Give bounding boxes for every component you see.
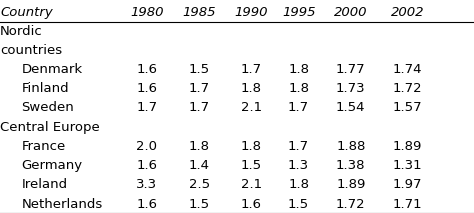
Text: 1.54: 1.54 bbox=[336, 101, 365, 114]
Text: Germany: Germany bbox=[21, 159, 82, 172]
Text: 1.6: 1.6 bbox=[137, 63, 157, 76]
Text: 1.8: 1.8 bbox=[288, 82, 309, 95]
Text: Denmark: Denmark bbox=[21, 63, 82, 76]
Text: Netherlands: Netherlands bbox=[21, 197, 102, 210]
Text: 1.5: 1.5 bbox=[241, 159, 262, 172]
Text: 3.3: 3.3 bbox=[137, 178, 157, 191]
Text: 1980: 1980 bbox=[130, 6, 164, 19]
Text: 2.1: 2.1 bbox=[241, 178, 262, 191]
Text: 1.8: 1.8 bbox=[288, 178, 309, 191]
Text: 1.6: 1.6 bbox=[241, 197, 262, 210]
Text: 1.89: 1.89 bbox=[336, 178, 365, 191]
Text: 1.7: 1.7 bbox=[189, 101, 210, 114]
Text: Country: Country bbox=[0, 6, 53, 19]
Text: 2000: 2000 bbox=[334, 6, 367, 19]
Text: 1.4: 1.4 bbox=[189, 159, 210, 172]
Text: 1.74: 1.74 bbox=[393, 63, 422, 76]
Text: Nordic: Nordic bbox=[0, 24, 43, 37]
Text: 1.6: 1.6 bbox=[137, 82, 157, 95]
Text: 1.73: 1.73 bbox=[336, 82, 365, 95]
Text: 1.7: 1.7 bbox=[189, 82, 210, 95]
Text: 1.6: 1.6 bbox=[137, 197, 157, 210]
Text: 1.97: 1.97 bbox=[393, 178, 422, 191]
Text: 1.88: 1.88 bbox=[336, 140, 365, 153]
Text: 1.72: 1.72 bbox=[393, 82, 422, 95]
Text: countries: countries bbox=[0, 44, 62, 57]
Text: 1.72: 1.72 bbox=[336, 197, 365, 210]
Text: France: France bbox=[21, 140, 65, 153]
Text: Central Europe: Central Europe bbox=[0, 121, 100, 134]
Text: 1.89: 1.89 bbox=[393, 140, 422, 153]
Text: 1.7: 1.7 bbox=[241, 63, 262, 76]
Text: 1.5: 1.5 bbox=[288, 197, 309, 210]
Text: 2002: 2002 bbox=[391, 6, 424, 19]
Text: 2.0: 2.0 bbox=[137, 140, 157, 153]
Text: Sweden: Sweden bbox=[21, 101, 74, 114]
Text: 1.8: 1.8 bbox=[288, 63, 309, 76]
Text: 1.31: 1.31 bbox=[393, 159, 422, 172]
Text: 2.5: 2.5 bbox=[189, 178, 210, 191]
Text: 1.7: 1.7 bbox=[288, 101, 309, 114]
Text: 1.71: 1.71 bbox=[393, 197, 422, 210]
Text: 1.5: 1.5 bbox=[189, 63, 210, 76]
Text: 1990: 1990 bbox=[235, 6, 268, 19]
Text: 1.7: 1.7 bbox=[288, 140, 309, 153]
Text: 1.3: 1.3 bbox=[288, 159, 309, 172]
Text: Ireland: Ireland bbox=[21, 178, 67, 191]
Text: 1.57: 1.57 bbox=[393, 101, 422, 114]
Text: 1.5: 1.5 bbox=[189, 197, 210, 210]
Text: 1995: 1995 bbox=[282, 6, 315, 19]
Text: Finland: Finland bbox=[21, 82, 69, 95]
Text: 1.8: 1.8 bbox=[241, 140, 262, 153]
Text: 2.1: 2.1 bbox=[241, 101, 262, 114]
Text: 1985: 1985 bbox=[182, 6, 216, 19]
Text: 1.7: 1.7 bbox=[137, 101, 157, 114]
Text: 1.6: 1.6 bbox=[137, 159, 157, 172]
Text: 1.38: 1.38 bbox=[336, 159, 365, 172]
Text: 1.77: 1.77 bbox=[336, 63, 365, 76]
Text: 1.8: 1.8 bbox=[189, 140, 210, 153]
Text: 1.8: 1.8 bbox=[241, 82, 262, 95]
